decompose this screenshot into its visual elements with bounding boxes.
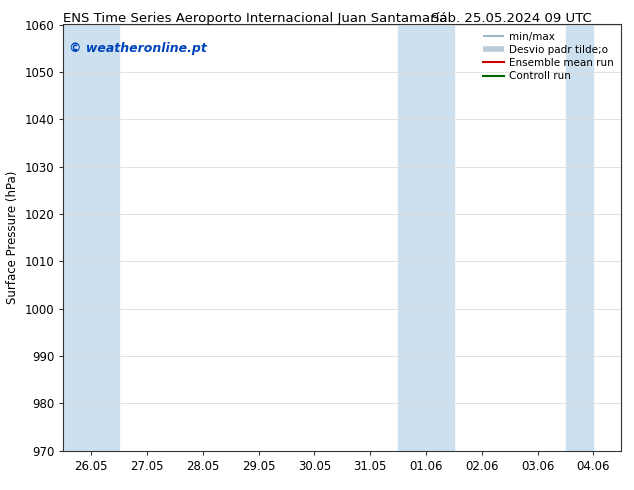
Y-axis label: Surface Pressure (hPa): Surface Pressure (hPa) [6,171,19,304]
Bar [566,24,593,451]
Text: © weatheronline.pt: © weatheronline.pt [69,42,207,54]
Bar [398,24,454,451]
Text: Sáb. 25.05.2024 09 UTC: Sáb. 25.05.2024 09 UTC [431,12,592,25]
Legend: min/max, Desvio padr tilde;o, Ensemble mean run, Controll run: min/max, Desvio padr tilde;o, Ensemble m… [479,27,618,85]
Text: ENS Time Series Aeroporto Internacional Juan Santamaría: ENS Time Series Aeroporto Internacional … [63,12,448,25]
Bar [63,24,119,451]
